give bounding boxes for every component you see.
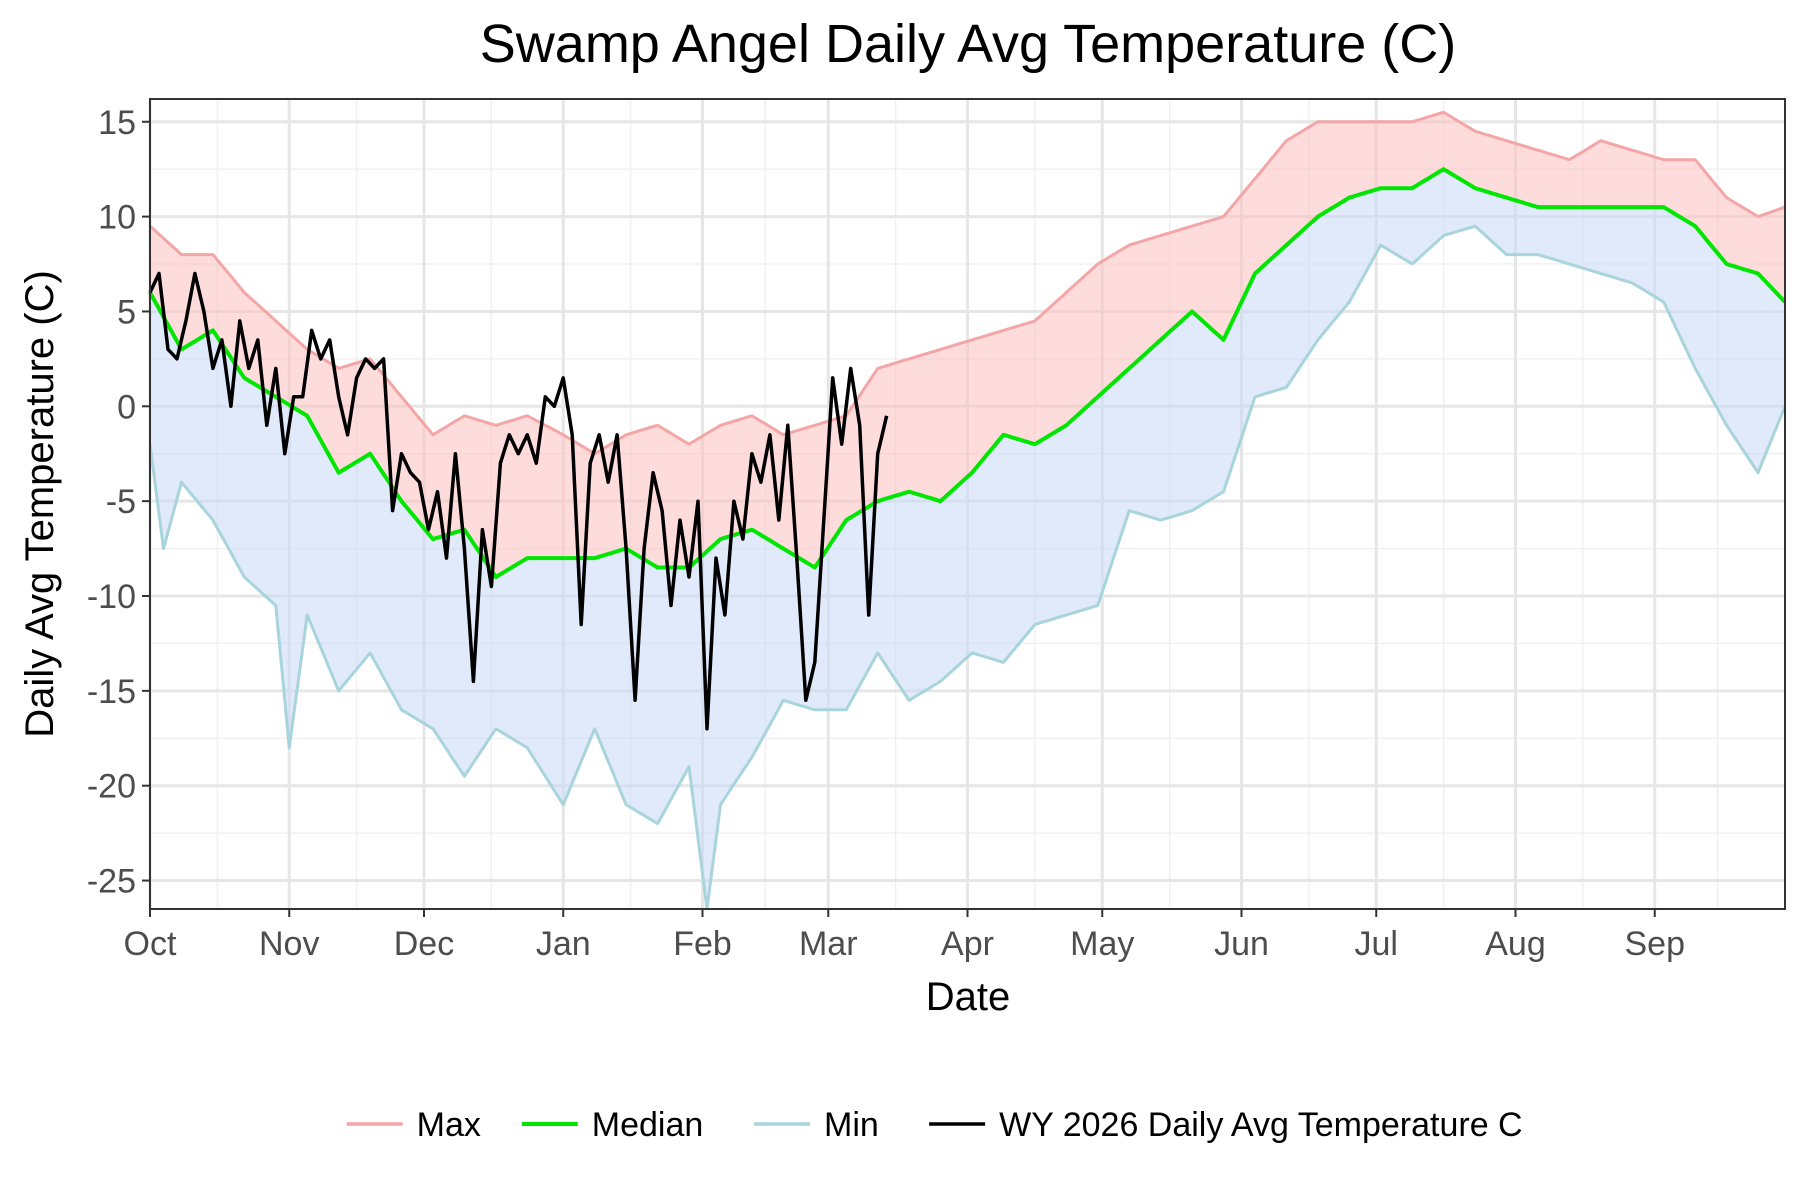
series-line-min [148, 224, 1787, 911]
series-line-median [148, 167, 1787, 579]
y-tick-label: -25 [87, 863, 136, 901]
legend-label-max: Max [417, 1106, 481, 1144]
plot-area [148, 98, 1787, 911]
x-tick-label: Jan [536, 925, 591, 963]
y-tick-label: 0 [117, 388, 136, 426]
band-median-min [150, 169, 1785, 909]
y-tick-label: 10 [98, 199, 136, 237]
x-axis: Oct Nov Dec Jan Feb Mar Apr May Jun Jul Aug Sep [124, 909, 1685, 963]
legend: Max Median Min WY 2026 Daily Avg Temperatur… [346, 1106, 1523, 1144]
x-tick-label: Dec [394, 925, 454, 963]
y-axis-title: Daily Avg Temperature (C) [18, 270, 62, 738]
y-axis: 15 10 5 0 -5 -10 -15 -20 -25 [87, 104, 150, 901]
legend-label-wy-2026-daily-avg-temperature-c: WY 2026 Daily Avg Temperature C [999, 1106, 1523, 1144]
legend-label-median: Median [592, 1106, 704, 1144]
range-bands [150, 112, 1785, 909]
y-tick-label: -10 [87, 578, 136, 616]
series-lines [148, 110, 1787, 911]
x-tick-label: Aug [1485, 925, 1546, 963]
series-line-max [148, 110, 1786, 456]
x-tick-label: Oct [124, 925, 177, 963]
chart-title: Swamp Angel Daily Avg Temperature (C) [480, 14, 1456, 74]
y-tick-label: -20 [87, 768, 136, 806]
x-tick-label: May [1070, 925, 1134, 963]
x-tick-label: Sep [1624, 925, 1685, 963]
x-tick-label: Apr [941, 925, 994, 963]
x-tick-label: Jul [1355, 925, 1398, 963]
y-tick-label: 15 [98, 104, 136, 142]
band-max-median [150, 112, 1785, 578]
x-tick-label: Mar [799, 925, 858, 963]
legend-label-min: Min [824, 1106, 879, 1144]
series-line-wy-2026-daily-avg-temperature-c [148, 271, 889, 731]
y-tick-label: -15 [87, 673, 136, 711]
y-tick-label: 5 [117, 293, 136, 331]
y-tick-label: -5 [106, 483, 136, 521]
x-tick-label: Nov [259, 925, 319, 963]
x-tick-label: Feb [673, 925, 732, 963]
x-axis-title: Date [926, 975, 1011, 1019]
x-tick-label: Jun [1214, 925, 1269, 963]
